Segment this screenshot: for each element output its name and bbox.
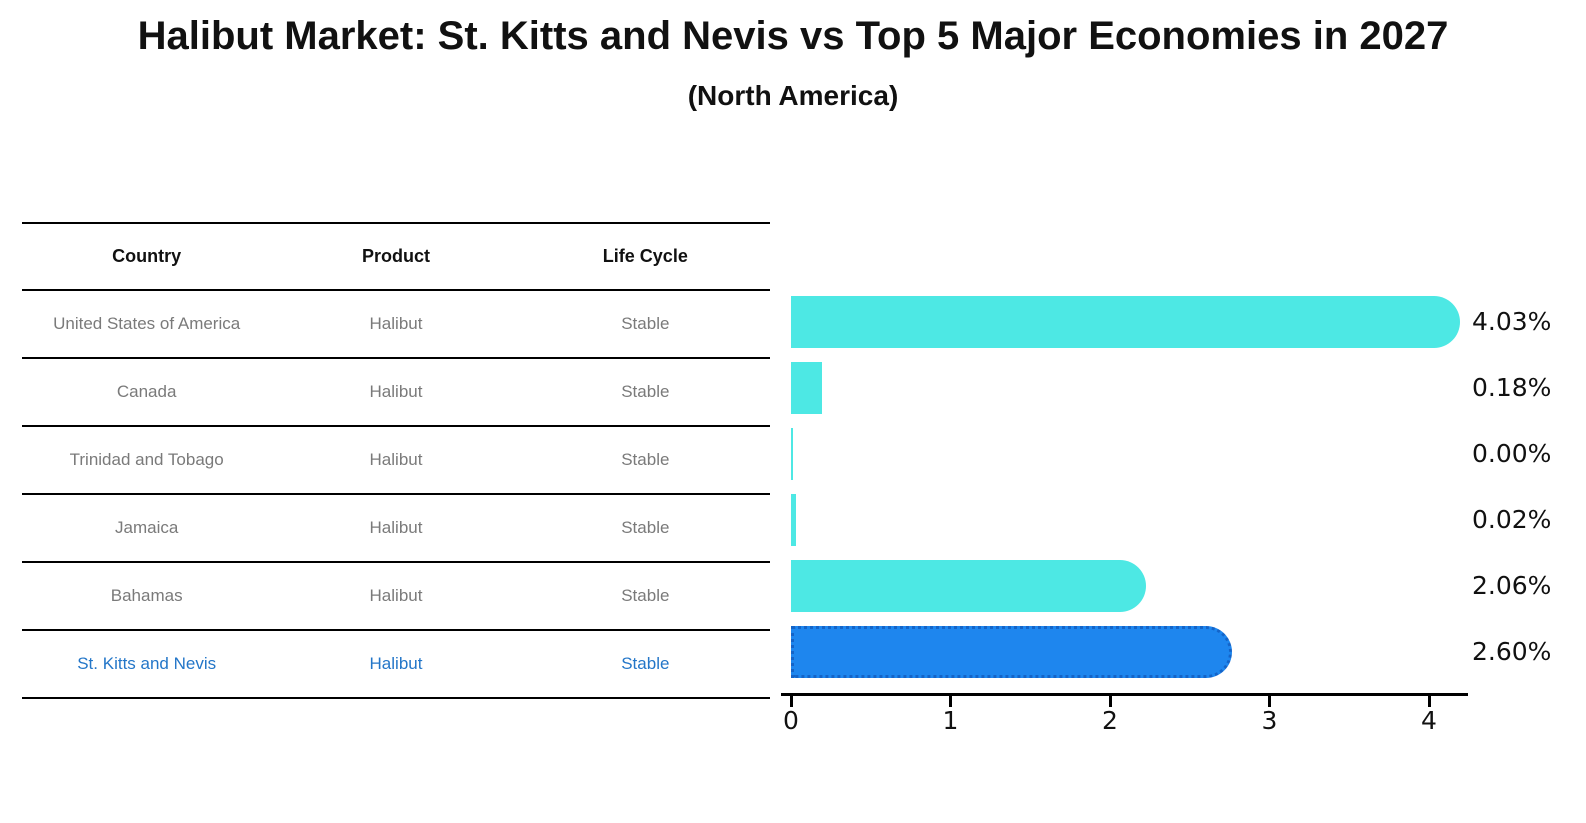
cell-country: Jamaica [115, 518, 179, 537]
cell-lifecycle: Stable [621, 586, 670, 605]
cell-product: Halibut [369, 518, 423, 537]
chart-title: Halibut Market: St. Kitts and Nevis vs T… [137, 14, 1449, 58]
x-axis-tick-label: 1 [942, 706, 959, 735]
x-axis-tick-label: 3 [1261, 706, 1278, 735]
x-axis-tick-label: 2 [1102, 706, 1118, 735]
x-axis-line [781, 693, 1468, 696]
cell-lifecycle: Stable [621, 382, 670, 401]
x-axis-tick [1427, 696, 1431, 707]
bar-value-label: 0.00% [1472, 439, 1552, 468]
table-row: Trinidad and Tobago Halibut Stable [22, 427, 770, 495]
cell-country: Bahamas [110, 586, 183, 605]
chart-subtitle: (North America) [687, 80, 899, 111]
cell-lifecycle: Stable [621, 450, 670, 469]
bar-bahamas [791, 560, 1146, 612]
cell-product: Halibut [369, 586, 423, 605]
bar-value-label: 0.18% [1472, 373, 1552, 402]
column-header-lifecycle: Life Cycle [602, 246, 688, 266]
bar-united-states [791, 296, 1460, 348]
column-header-product: Product [361, 246, 430, 266]
table-row: Bahamas Halibut Stable [22, 563, 770, 631]
table-row: United States of America Halibut Stable [22, 291, 770, 359]
bar-st-kitts-and-nevis [791, 626, 1232, 678]
cell-lifecycle: Stable [621, 518, 670, 537]
cell-product: Halibut [369, 382, 423, 401]
country-table: Country Product Life Cycle United States… [22, 222, 770, 699]
bar-value-label: 4.03% [1472, 307, 1552, 336]
x-axis-tick-label: 4 [1421, 706, 1437, 735]
cell-country: Trinidad and Tobago [69, 450, 224, 469]
cell-country: Canada [116, 382, 177, 401]
cell-product: Halibut [369, 314, 423, 333]
cell-product: Halibut [369, 654, 423, 673]
x-axis-tick [1108, 696, 1112, 707]
cell-country: United States of America [53, 314, 241, 333]
table-row: Jamaica Halibut Stable [22, 495, 770, 563]
cell-lifecycle: Stable [621, 654, 670, 673]
cell-country: St. Kitts and Nevis [77, 654, 217, 673]
bar-trinidad-tobago [791, 428, 793, 480]
x-axis-tick-label: 0 [783, 706, 799, 735]
bar-jamaica [791, 494, 797, 546]
x-axis-tick [949, 696, 952, 707]
table-header-row: Country Product Life Cycle [22, 224, 770, 291]
bar-value-label: 0.02% [1472, 505, 1552, 534]
x-axis-tick [789, 696, 793, 707]
table-row-highlighted: St. Kitts and Nevis Halibut Stable [22, 631, 770, 699]
cell-lifecycle: Stable [621, 314, 670, 333]
cell-product: Halibut [369, 450, 423, 469]
x-axis-tick [1268, 696, 1271, 707]
bar-canada [791, 362, 822, 414]
column-header-country: Country [112, 246, 182, 266]
table-row: Canada Halibut Stable [22, 359, 770, 427]
bar-value-label: 2.06% [1472, 571, 1552, 600]
bar-value-label: 2.60% [1472, 637, 1552, 666]
